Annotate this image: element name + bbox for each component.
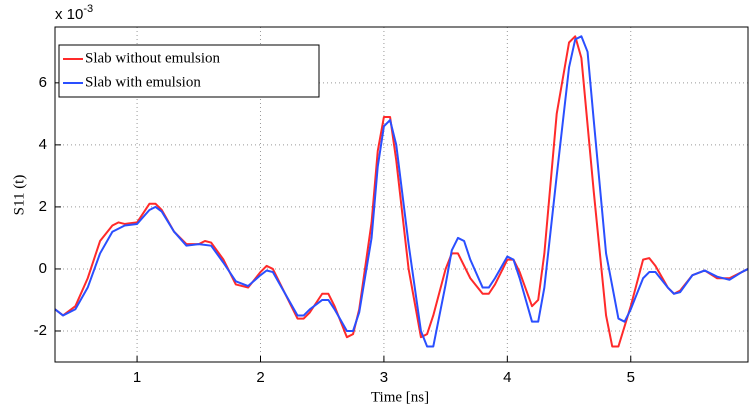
y-tick-label: 6 [39,74,47,91]
y-axis-label: S11 (t) [11,175,27,216]
y-tick-label: -2 [34,322,47,339]
y-tick-label: 0 [39,260,47,277]
legend-label: Slab with emulsion [85,74,201,90]
legend-label: Slab without emulsion [85,50,221,66]
plot-frame [54,26,749,363]
x-tick-label: 2 [256,369,264,386]
y-tick-label: 2 [39,198,47,215]
plot-lines [55,35,748,348]
data-line [55,35,748,348]
x-tick-label: 1 [133,369,141,386]
x-axis-label: Time [ns] [371,389,429,405]
x-tick-label: 4 [503,369,511,386]
y-tick-label: 4 [39,136,47,153]
x-tick-label: 5 [627,369,635,386]
legend-box [58,44,320,98]
x-tick-label: 3 [380,369,388,386]
multiplier-base: x 10 [55,6,83,23]
y-multiplier: x 10-3 [55,3,93,23]
multiplier-exponent: -3 [83,3,93,15]
